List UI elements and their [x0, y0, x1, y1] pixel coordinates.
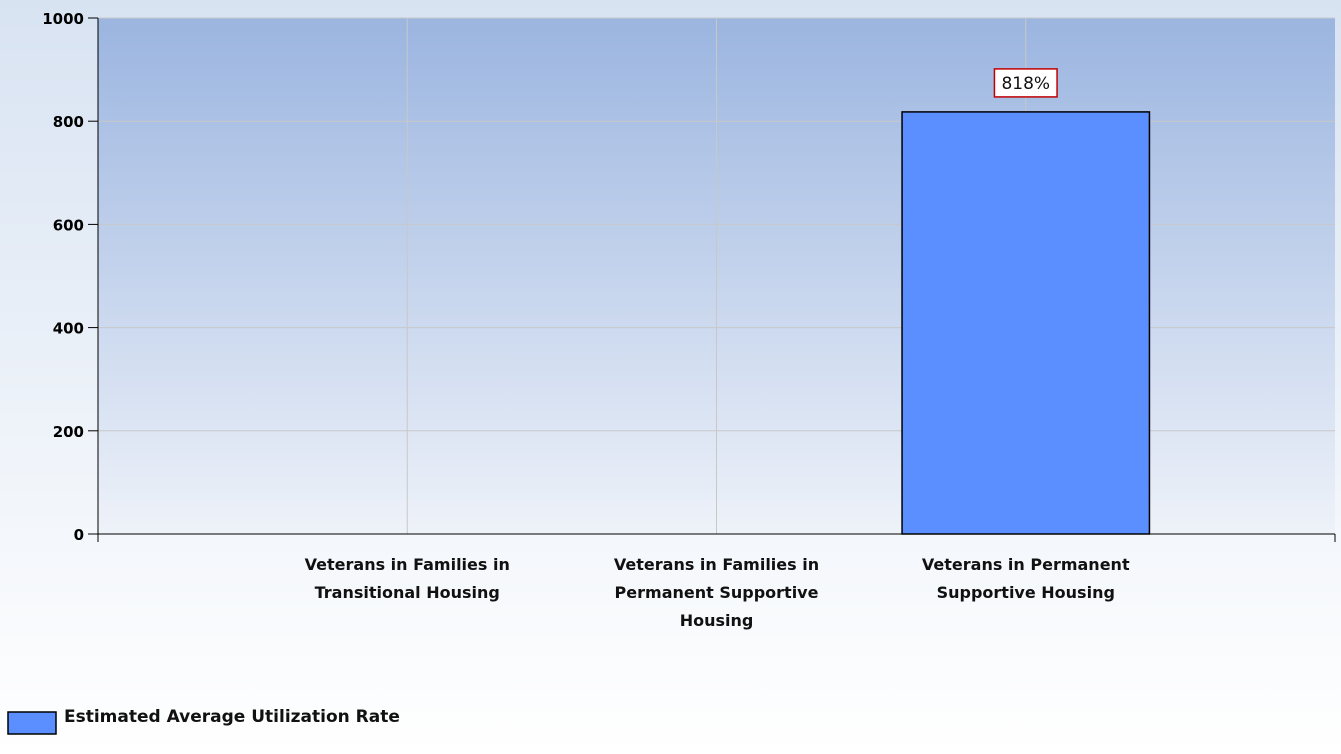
x-tick-label: Veterans in Families in Transitional Hous… — [305, 555, 510, 602]
bar — [901, 111, 1151, 535]
y-tick-label: 800 — [53, 113, 84, 131]
y-tick-label: 400 — [53, 320, 84, 338]
y-tick-label: 600 — [53, 216, 84, 234]
legend-swatch — [7, 711, 57, 735]
legend-label: Estimated Average Utilization Rate — [64, 707, 400, 727]
y-tick-label: 1000 — [42, 10, 84, 28]
y-tick-label: 0 — [74, 526, 84, 544]
y-tick-label: 200 — [53, 423, 84, 441]
x-tick-label: Veterans in Families in Permanent Support… — [614, 555, 819, 630]
x-tick-label: Veterans in Permanent Supportive Housing — [922, 555, 1130, 602]
value-label: 818% — [1001, 74, 1050, 94]
value-label-box — [993, 68, 1058, 98]
